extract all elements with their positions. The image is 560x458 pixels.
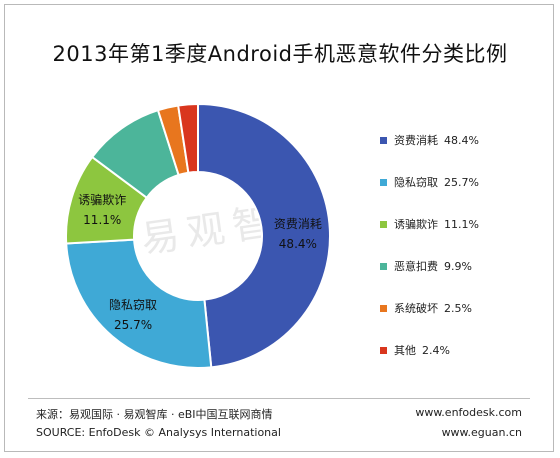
legend-item-malicious-charging: 恶意扣费 9.9% xyxy=(380,258,479,278)
legend-label: 其他 xyxy=(394,344,416,357)
source-english: SOURCE: EnfoDesk © Analysys Internationa… xyxy=(36,426,281,439)
legend-label: 诱骗欺诈 xyxy=(394,218,438,231)
legend-label: 隐私窃取 xyxy=(394,176,438,189)
source-chinese: 来源：易观国际 · 易观智库 · eBI中国互联网商情 xyxy=(36,408,273,421)
chart-title: 2013年第1季度Android手机恶意软件分类比例 xyxy=(52,42,508,66)
slice-value-resource-consumption: 48.4% xyxy=(279,237,317,251)
slice-resource-consumption xyxy=(197,102,331,369)
legend-item-resource-consumption: 资费消耗 48.4% xyxy=(380,132,479,152)
legend-item-fraud: 诱骗欺诈 11.1% xyxy=(380,216,479,236)
legend-value: 2.4% xyxy=(422,343,450,357)
slice-other xyxy=(177,102,199,174)
slice-label-fraud: 诱骗欺诈 xyxy=(78,192,126,207)
legend-item-system-damage: 系统破坏 2.5% xyxy=(380,300,479,320)
slice-privacy-theft xyxy=(65,238,213,369)
legend-value: 48.4% xyxy=(444,133,479,147)
legend-swatch xyxy=(380,136,387,144)
legend-label: 系统破坏 xyxy=(394,302,438,315)
legend-swatch xyxy=(380,178,387,186)
website-eguan: www.eguan.cn xyxy=(441,426,522,439)
slice-value-privacy-theft: 25.7% xyxy=(114,318,152,332)
slice-label-privacy-theft: 隐私窃取 xyxy=(109,297,157,312)
website-enfodesk: www.enfodesk.com xyxy=(415,406,522,419)
legend-value: 9.9% xyxy=(444,259,472,273)
slice-value-fraud: 11.1% xyxy=(83,213,121,227)
chart-legend: 资费消耗 48.4% 隐私窃取 25.7% 诱骗欺诈 11.1% 恶意扣费 9.9% 系统破坏 2… xyxy=(380,132,479,384)
legend-swatch xyxy=(380,262,387,270)
legend-label: 资费消耗 xyxy=(394,134,438,147)
legend-value: 11.1% xyxy=(444,217,479,231)
legend-swatch xyxy=(380,346,387,354)
legend-value: 2.5% xyxy=(444,301,472,315)
legend-label: 恶意扣费 xyxy=(394,260,438,273)
legend-item-privacy-theft: 隐私窃取 25.7% xyxy=(380,174,479,194)
legend-swatch xyxy=(380,220,387,228)
slice-label-resource-consumption: 资费消耗 xyxy=(274,217,322,231)
legend-swatch xyxy=(380,304,387,312)
legend-value: 25.7% xyxy=(444,175,479,189)
legend-item-other: 其他 2.4% xyxy=(380,342,479,362)
footer-divider xyxy=(28,398,530,399)
